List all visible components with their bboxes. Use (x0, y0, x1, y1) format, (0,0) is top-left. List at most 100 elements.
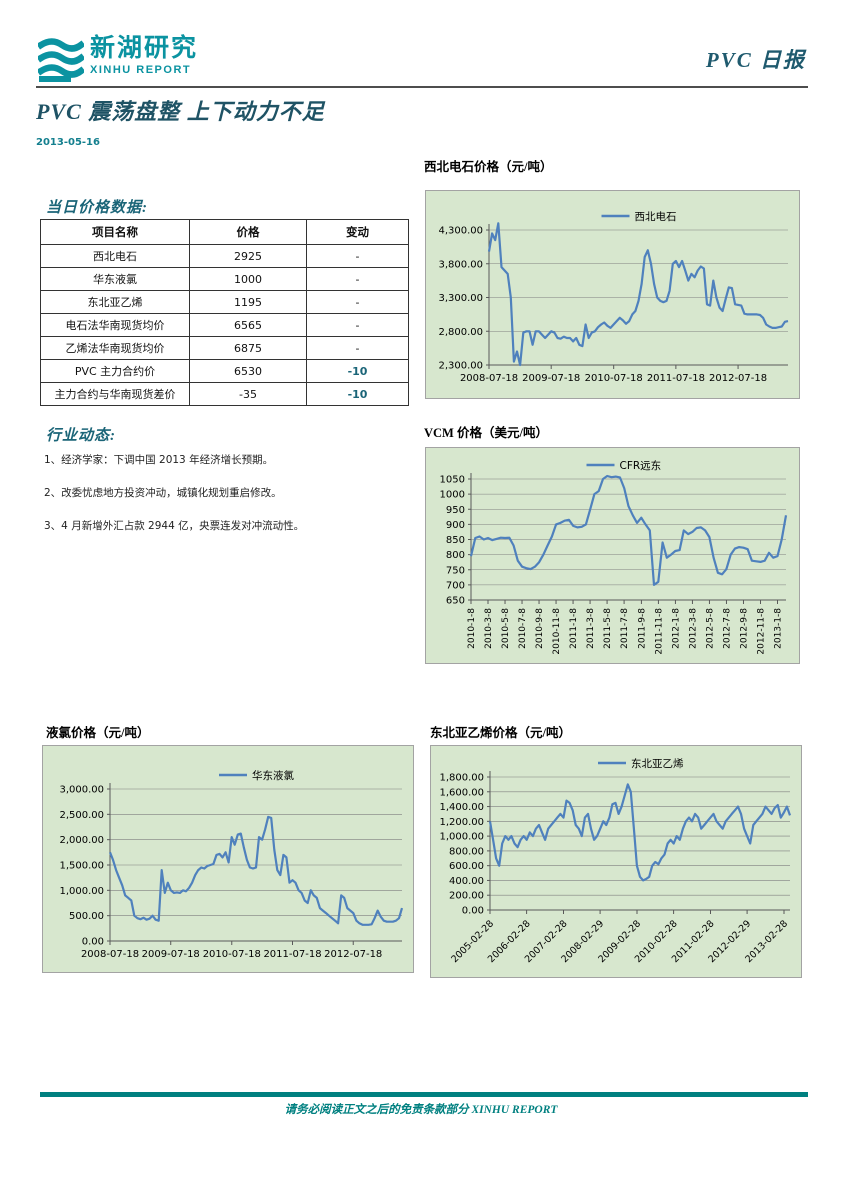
news-item: 2、改委忧虑地方投资冲动，城镇化规划重启修改。 (44, 487, 282, 499)
logo: 新湖研究 XINHU REPORT (38, 36, 198, 84)
change-cell: - (306, 313, 409, 337)
svg-text:2013-1-8: 2013-1-8 (773, 608, 783, 649)
svg-text:1000: 1000 (440, 490, 465, 501)
item-name-cell: 主力合约与华南现货差价 (40, 382, 190, 406)
price-table: 项目名称 价格 变动 西北电石 2925- 华东液氯 1000- 东北亚乙烯 1195- 电石法… (40, 219, 409, 406)
report-type-label: PVC 日报 (705, 48, 806, 72)
table-column-header: 变动 (306, 219, 409, 245)
svg-text:1,400.00: 1,400.00 (439, 802, 484, 813)
svg-text:0.00: 0.00 (462, 906, 484, 917)
svg-text:950: 950 (446, 505, 465, 516)
svg-text:1,800.00: 1,800.00 (439, 773, 484, 784)
svg-text:900: 900 (446, 520, 465, 531)
svg-text:400.00: 400.00 (449, 876, 484, 887)
svg-text:2011-9-8: 2011-9-8 (637, 608, 647, 649)
change-cell: -10 (306, 382, 409, 406)
logo-text: 新湖研究 XINHU REPORT (90, 35, 199, 77)
logo-subtitle: XINHU REPORT (90, 64, 192, 76)
svg-text:650: 650 (446, 596, 465, 607)
svg-text:2012-9-8: 2012-9-8 (739, 608, 749, 649)
svg-text:700: 700 (446, 580, 465, 591)
svg-text:2009-07-18: 2009-07-18 (522, 373, 580, 384)
price-cell: 1195 (189, 290, 307, 314)
header-divider (36, 86, 808, 88)
change-cell: - (306, 336, 409, 360)
svg-text:1050: 1050 (440, 475, 465, 486)
change-cell: - (306, 290, 409, 314)
svg-text:3,000.00: 3,000.00 (59, 785, 104, 796)
table-row: 西北电石 2925- (40, 244, 409, 268)
svg-text:0.00: 0.00 (82, 937, 104, 948)
svg-text:1,500.00: 1,500.00 (59, 861, 104, 872)
price-cell: 6565 (189, 313, 307, 337)
price-cell: 2925 (189, 244, 307, 268)
change-cell: -10 (306, 359, 409, 383)
chart-title-carbide: 西北电石价格（元/吨） (424, 160, 553, 174)
svg-text:800: 800 (446, 550, 465, 561)
legend-label: CFR远东 (620, 459, 662, 472)
svg-text:2011-07-18: 2011-07-18 (647, 373, 705, 384)
industry-news-heading: 行业动态: (46, 428, 116, 444)
data-series-line (487, 222, 789, 367)
price-table-header-row: 项目名称 价格 变动 (40, 219, 409, 245)
svg-text:2,500.00: 2,500.00 (59, 810, 104, 821)
item-name-cell: 华东液氯 (40, 267, 190, 291)
svg-text:2010-9-8: 2010-9-8 (535, 608, 545, 649)
svg-text:2011-7-8: 2011-7-8 (620, 608, 630, 649)
price-cell: 6875 (189, 336, 307, 360)
legend-label: 西北电石 (635, 210, 677, 223)
svg-text:2,000.00: 2,000.00 (59, 835, 104, 846)
svg-text:2012-7-8: 2012-7-8 (722, 608, 732, 649)
table-row: 主力合约与华南现货差价 -35 -10 (40, 382, 409, 406)
logo-waves-icon (38, 38, 84, 82)
svg-text:2010-07-18: 2010-07-18 (585, 373, 643, 384)
chart-canvas: 0.00 500.00 1,000.00 1,500.00 2,000.00 2,500.… (42, 745, 414, 973)
svg-text:2011-3-8: 2011-3-8 (586, 608, 596, 649)
chart-title-chlorine: 液氯价格（元/吨） (46, 726, 150, 740)
svg-text:2012-5-8: 2012-5-8 (705, 608, 715, 649)
item-name-cell: 电石法华南现货均价 (40, 313, 190, 337)
price-cell: 1000 (189, 267, 307, 291)
svg-text:600.00: 600.00 (449, 861, 484, 872)
data-series-line (488, 783, 792, 882)
svg-text:2012-07-18: 2012-07-18 (709, 373, 767, 384)
price-cell: -35 (189, 382, 307, 406)
svg-text:2010-3-8: 2010-3-8 (484, 608, 494, 649)
chart-vcm-price: 650 700 750 800 850 900 950 1000 1050 2010-1-8 201… (425, 447, 800, 664)
footer-divider (40, 1092, 808, 1097)
svg-text:1,200.00: 1,200.00 (439, 817, 484, 828)
chart-canvas: 0.00 200.00 400.00 600.00 800.00 1,000.00 1,20… (430, 745, 802, 978)
chart-ne-asia-ethylene: 0.00 200.00 400.00 600.00 800.00 1,000.00 1,20… (430, 745, 802, 978)
table-row: 华东液氯 1000- (40, 267, 409, 291)
svg-text:2012-11-8: 2012-11-8 (756, 608, 766, 655)
data-series-line (469, 474, 788, 586)
chart-liquid-chlorine: 0.00 500.00 1,000.00 1,500.00 2,000.00 2,500.… (42, 745, 414, 973)
svg-text:850: 850 (446, 535, 465, 546)
svg-text:2011-5-8: 2011-5-8 (603, 608, 613, 649)
svg-text:1,600.00: 1,600.00 (439, 787, 484, 798)
item-name-cell: PVC 主力合约价 (40, 359, 190, 383)
svg-text:500.00: 500.00 (69, 911, 104, 922)
item-name-cell: 乙烯法华南现货均价 (40, 336, 190, 360)
price-cell: 6530 (189, 359, 307, 383)
svg-text:2009-07-18: 2009-07-18 (142, 949, 200, 960)
legend-label: 华东液氯 (252, 769, 294, 782)
svg-text:2010-11-8: 2010-11-8 (552, 608, 562, 655)
svg-text:750: 750 (446, 565, 465, 576)
svg-text:200.00: 200.00 (449, 891, 484, 902)
svg-text:800.00: 800.00 (449, 846, 484, 857)
svg-text:2012-07-18: 2012-07-18 (324, 949, 382, 960)
table-row: 电石法华南现货均价 6565- (40, 313, 409, 337)
svg-text:2010-7-8: 2010-7-8 (518, 608, 528, 649)
table-row: PVC 主力合约价 6530 -10 (40, 359, 409, 383)
svg-text:1,000.00: 1,000.00 (439, 832, 484, 843)
logo-title: 新湖研究 (90, 35, 199, 62)
svg-text:2012-3-8: 2012-3-8 (688, 608, 698, 649)
table-column-header: 项目名称 (40, 219, 190, 245)
svg-text:3,800.00: 3,800.00 (438, 259, 483, 270)
svg-text:2010-07-18: 2010-07-18 (203, 949, 261, 960)
svg-text:2,300.00: 2,300.00 (438, 361, 483, 372)
change-cell: - (306, 244, 409, 268)
news-item: 3、4 月新增外汇占款 2944 亿，央票连发对冲流动性。 (44, 520, 305, 532)
